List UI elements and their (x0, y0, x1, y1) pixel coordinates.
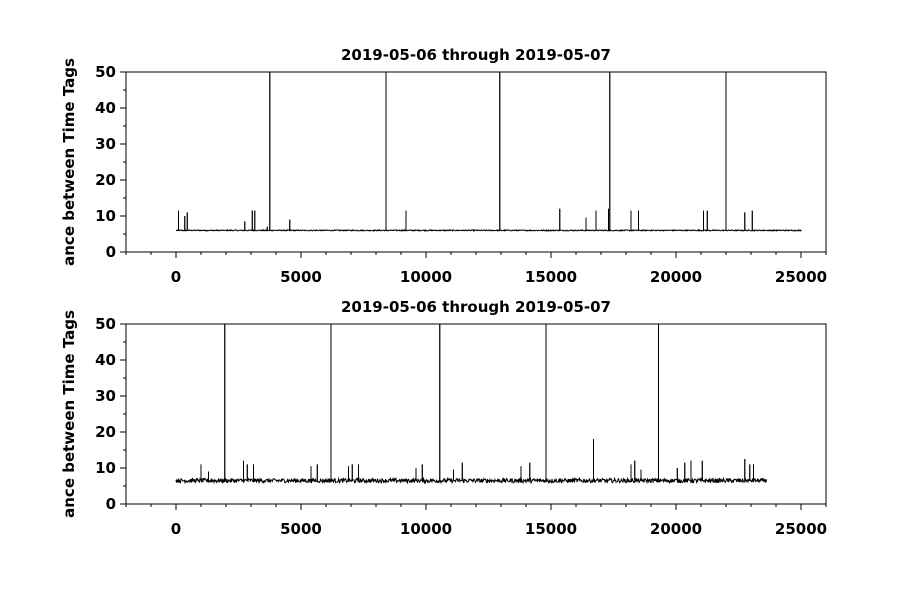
x-tick-label: 10000 (400, 520, 452, 538)
y-tick-label: 20 (95, 423, 116, 441)
x-tick-label: 10000 (400, 268, 452, 286)
chart-panel-1: 2019-05-06 through 2019-05-07 ance betwee… (60, 46, 827, 286)
x-tick-label: 15000 (525, 520, 577, 538)
y-tick-label: 30 (95, 387, 116, 405)
chart-title: 2019-05-06 through 2019-05-07 (341, 46, 611, 64)
x-tick-label: 5000 (280, 268, 322, 286)
y-tick-label: 10 (95, 459, 116, 477)
x-tick-label: 25000 (775, 520, 827, 538)
y-tick-label: 40 (95, 351, 116, 369)
chart-title: 2019-05-06 through 2019-05-07 (341, 298, 611, 316)
y-tick-label: 0 (106, 495, 116, 513)
x-tick-label: 0 (171, 520, 181, 538)
y-tick-label: 40 (95, 99, 116, 117)
plot-frame (125, 71, 827, 253)
x-tick-label: 0 (171, 268, 181, 286)
y-tick-label: 50 (95, 63, 116, 81)
y-tick-label: 50 (95, 315, 116, 333)
plot-frame (125, 323, 827, 505)
y-tick-label: 0 (106, 243, 116, 261)
y-tick-label: 30 (95, 135, 116, 153)
x-tick-label: 20000 (650, 520, 702, 538)
y-axis-label: ance between Time Tags (60, 58, 78, 266)
x-tick-label: 20000 (650, 268, 702, 286)
chart-panel-2: 2019-05-06 through 2019-05-07 ance betwee… (60, 298, 827, 538)
x-tick-label: 25000 (775, 268, 827, 286)
y-tick-label: 10 (95, 207, 116, 225)
y-tick-label: 20 (95, 171, 116, 189)
series-line (175, 324, 767, 485)
x-tick-label: 5000 (280, 520, 322, 538)
x-tick-label: 15000 (525, 268, 577, 286)
series-line (175, 72, 802, 233)
y-axis-label: ance between Time Tags (60, 310, 78, 518)
